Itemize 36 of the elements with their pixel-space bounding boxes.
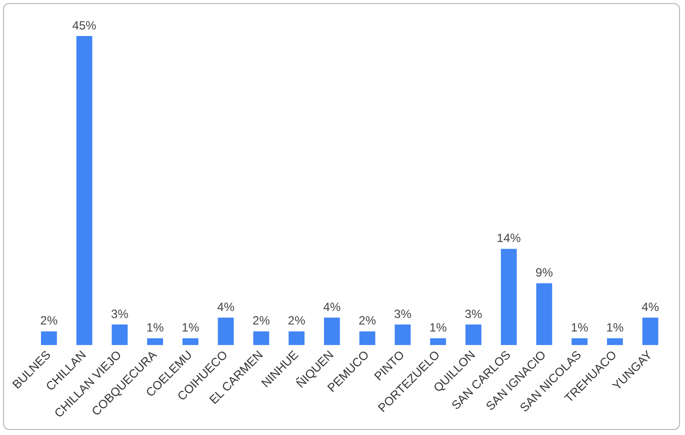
data-label: 4% bbox=[323, 300, 341, 314]
bar bbox=[288, 331, 305, 346]
bar bbox=[40, 331, 57, 346]
bar bbox=[359, 331, 376, 346]
data-label: 9% bbox=[536, 266, 554, 280]
data-label: 3% bbox=[111, 306, 129, 321]
data-label: 1% bbox=[182, 320, 200, 335]
data-label: 2% bbox=[358, 314, 376, 328]
data-label: 4% bbox=[217, 300, 235, 314]
data-label: 2% bbox=[288, 314, 306, 328]
data-label: 14% bbox=[496, 231, 522, 246]
data-label: 2% bbox=[252, 314, 270, 328]
data-label: 1% bbox=[429, 320, 448, 335]
data-label: 4% bbox=[642, 300, 660, 314]
data-label: 1% bbox=[606, 320, 624, 335]
data-label: 3% bbox=[394, 306, 412, 321]
data-label: 2% bbox=[40, 314, 58, 328]
bar bbox=[465, 324, 482, 346]
data-label: 45% bbox=[72, 18, 97, 32]
bar bbox=[253, 331, 270, 346]
bar bbox=[606, 338, 623, 346]
bar bbox=[430, 338, 446, 346]
bar bbox=[218, 318, 234, 346]
bar bbox=[572, 338, 588, 346]
data-label: 3% bbox=[464, 306, 482, 321]
bar bbox=[394, 324, 411, 346]
bar bbox=[76, 36, 92, 346]
data-label: 1% bbox=[146, 320, 164, 335]
bar bbox=[147, 338, 164, 346]
bar bbox=[500, 248, 517, 346]
bar bbox=[536, 283, 552, 346]
bar bbox=[324, 318, 340, 346]
data-label: 1% bbox=[570, 320, 589, 335]
bar bbox=[182, 338, 198, 346]
bar bbox=[642, 318, 658, 346]
bar bbox=[112, 324, 128, 346]
